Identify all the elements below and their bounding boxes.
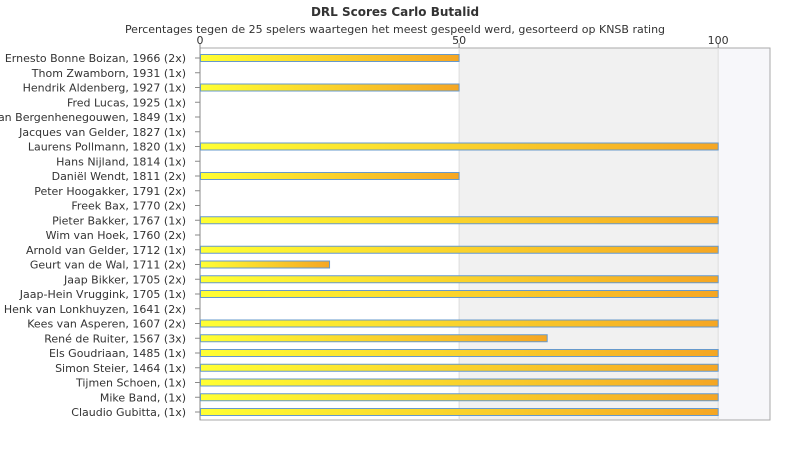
category-label: Henk van Lonkhuyzen, 1641 (2x) (4, 303, 186, 316)
bar (200, 334, 548, 343)
bar (200, 83, 460, 92)
category-label: Hans Nijland, 1814 (1x) (56, 155, 186, 168)
category-label: Geurt van de Wal, 1711 (2x) (30, 259, 186, 272)
category-label: Thom Zwamborn, 1931 (1x) (31, 67, 186, 80)
tick-label: 0 (197, 34, 204, 47)
bar (200, 408, 719, 416)
category-label: Jaap-Hein Vruggink, 1705 (1x) (19, 288, 186, 301)
category-label: Arnold van Gelder, 1712 (1x) (26, 244, 186, 257)
bar (200, 363, 719, 372)
category-label: Tijmen Schoen, (1x) (75, 377, 186, 390)
category-label: Patrick van Bergenhenegouwen, 1849 (1x) (0, 111, 186, 124)
category-label: Mike Band, (1x) (100, 391, 186, 404)
category-label: Jaap Bikker, 1705 (2x) (63, 273, 186, 286)
bar (200, 378, 719, 387)
category-label: Ernesto Bonne Boizan, 1966 (2x) (5, 52, 186, 65)
category-label: Simon Steier, 1464 (1x) (55, 362, 186, 375)
bar (200, 349, 719, 357)
bar (200, 319, 719, 328)
tick-label: 100 (708, 34, 729, 47)
bar (200, 393, 719, 402)
category-label: Claudio Gubitta, (1x) (71, 406, 186, 419)
category-label: Daniël Wendt, 1811 (2x) (52, 170, 186, 183)
tick-label: 50 (452, 34, 466, 47)
bar (200, 245, 719, 254)
bar (200, 54, 460, 62)
category-label: René de Ruiter, 1567 (3x) (44, 332, 186, 345)
category-label: Peter Hoogakker, 1791 (2x) (34, 185, 186, 198)
category-label: Els Goudriaan, 1485 (1x) (49, 347, 186, 360)
category-label: Jacques van Gelder, 1827 (1x) (18, 126, 186, 139)
category-label: Wim van Hoek, 1760 (2x) (46, 229, 186, 242)
category-label: Laurens Pollmann, 1820 (1x) (28, 141, 186, 154)
bar (200, 260, 331, 269)
bar (200, 172, 460, 180)
plot-band-end (718, 48, 770, 420)
category-label: Pieter Bakker, 1767 (1x) (52, 214, 186, 227)
chart-title: DRL Scores Carlo Butalid (310, 5, 480, 19)
bar (200, 142, 719, 151)
bar (200, 216, 719, 225)
category-label: Freek Bax, 1770 (2x) (71, 200, 186, 213)
bar (200, 290, 719, 298)
chart-subtitle: Percentages tegen de 25 spelers waartege… (124, 23, 666, 36)
plot-band (459, 48, 719, 420)
category-label: Fred Lucas, 1925 (1x) (67, 96, 186, 109)
category-label: Kees van Asperen, 1607 (2x) (27, 318, 186, 331)
bar (200, 275, 719, 284)
category-label: Hendrik Aldenberg, 1927 (1x) (23, 82, 186, 95)
